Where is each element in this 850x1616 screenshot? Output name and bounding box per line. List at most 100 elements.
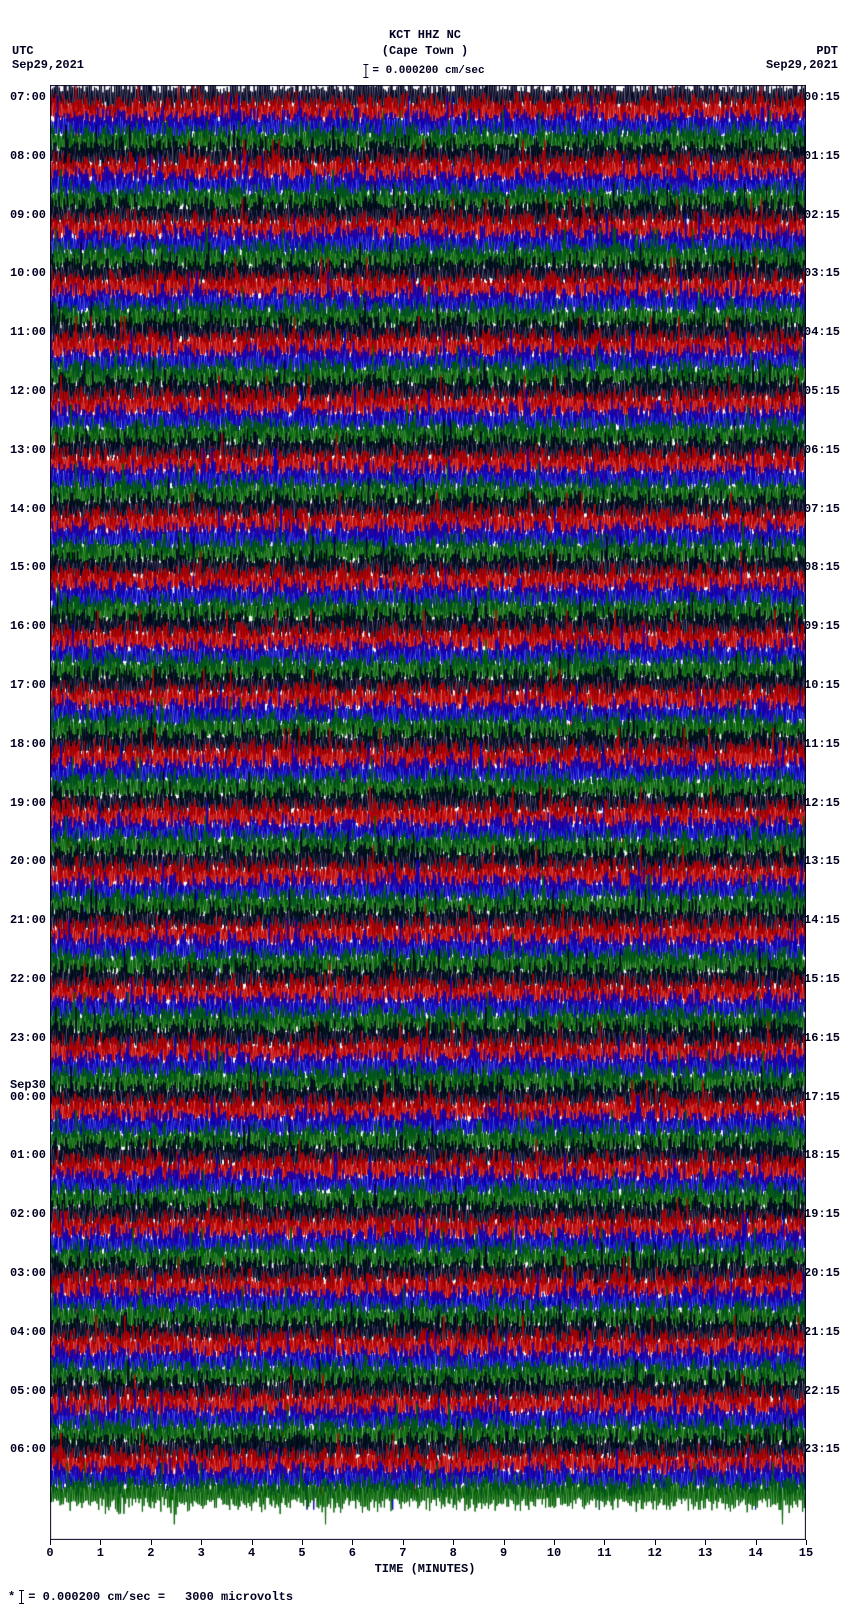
x-tick-label: 11 (597, 1546, 611, 1560)
day-break-label: Sep30 (10, 1078, 46, 1092)
x-tick-mark (756, 1540, 757, 1545)
y-left-label: 21:00 (10, 913, 46, 927)
header: UTC Sep29,2021 KCT HHZ NC (Cape Town ) =… (0, 0, 850, 85)
x-tick-label: 0 (46, 1546, 53, 1560)
x-tick-mark (252, 1540, 253, 1545)
station-location: (Cape Town ) (365, 44, 484, 58)
y-left-label: 19:00 (10, 796, 46, 810)
x-tick-mark (453, 1540, 454, 1545)
tz-left-label: UTC (12, 44, 84, 58)
y-right-label: 04:15 (804, 325, 840, 339)
x-tick-label: 5 (298, 1546, 305, 1560)
x-tick-mark (302, 1540, 303, 1545)
y-left-label: 05:00 (10, 1384, 46, 1398)
y-left-label: 03:00 (10, 1266, 46, 1280)
y-left-label: 18:00 (10, 737, 46, 751)
x-tick-label: 3 (198, 1546, 205, 1560)
y-left-label: 02:00 (10, 1207, 46, 1221)
tz-right-block: PDT Sep29,2021 (766, 44, 838, 72)
footer-text-a: = 0.000200 cm/sec = (28, 1590, 165, 1604)
y-left-label: 15:00 (10, 560, 46, 574)
tz-right-date: Sep29,2021 (766, 58, 838, 72)
y-right-label: 15:15 (804, 972, 840, 986)
y-right-label: 07:15 (804, 502, 840, 516)
x-tick-mark (705, 1540, 706, 1545)
footer-prefix: * (8, 1590, 15, 1604)
y-right-label: 21:15 (804, 1325, 840, 1339)
y-right-label: 13:15 (804, 854, 840, 868)
y-left-label: 09:00 (10, 208, 46, 222)
x-tick-mark (655, 1540, 656, 1545)
y-left-label: 12:00 (10, 384, 46, 398)
y-right-label: 18:15 (804, 1148, 840, 1162)
y-right-label: 16:15 (804, 1031, 840, 1045)
x-tick-label: 14 (748, 1546, 762, 1560)
y-right-label: 01:15 (804, 149, 840, 163)
y-right-label: 14:15 (804, 913, 840, 927)
y-left-label: 06:00 (10, 1442, 46, 1456)
x-tick-label: 4 (248, 1546, 255, 1560)
y-left-label: 00:00 (10, 1090, 46, 1104)
x-tick-label: 8 (450, 1546, 457, 1560)
y-right-label: 20:15 (804, 1266, 840, 1280)
y-left-label: 08:00 (10, 149, 46, 163)
x-tick-mark (151, 1540, 152, 1545)
x-tick-mark (201, 1540, 202, 1545)
y-right-label: 11:15 (804, 737, 840, 751)
y-right-label: 10:15 (804, 678, 840, 692)
tz-left-block: UTC Sep29,2021 (12, 44, 84, 72)
scale-bar-icon (365, 64, 366, 78)
y-right-label: 19:15 (804, 1207, 840, 1221)
y-left-label: 01:00 (10, 1148, 46, 1162)
scale-bar-text: = 0.000200 cm/sec (372, 65, 484, 77)
x-tick-mark (403, 1540, 404, 1545)
tz-right-label: PDT (766, 44, 838, 58)
x-tick-label: 13 (698, 1546, 712, 1560)
footer-text-b: 3000 microvolts (185, 1590, 293, 1604)
x-tick-label: 6 (349, 1546, 356, 1560)
y-left-label: 16:00 (10, 619, 46, 633)
y-left-label: 07:00 (10, 90, 46, 104)
y-right-label: 23:15 (804, 1442, 840, 1456)
x-tick-label: 9 (500, 1546, 507, 1560)
footer-note: * = 0.000200 cm/sec = 3000 microvolts (0, 1582, 850, 1616)
seismogram-canvas (50, 85, 806, 1540)
x-tick-mark (100, 1540, 101, 1545)
y-right-label: 22:15 (804, 1384, 840, 1398)
y-left-label: 14:00 (10, 502, 46, 516)
y-right-label: 09:15 (804, 619, 840, 633)
y-right-label: 06:15 (804, 443, 840, 457)
x-tick-mark (604, 1540, 605, 1545)
y-left-label: 17:00 (10, 678, 46, 692)
x-tick-label: 12 (648, 1546, 662, 1560)
x-axis: TIME (MINUTES) 0123456789101112131415 (0, 1540, 850, 1582)
y-right-label: 17:15 (804, 1090, 840, 1104)
helicorder-container: UTC Sep29,2021 KCT HHZ NC (Cape Town ) =… (0, 0, 850, 1616)
y-right-label: 03:15 (804, 266, 840, 280)
y-right-label: 12:15 (804, 796, 840, 810)
x-tick-label: 7 (399, 1546, 406, 1560)
station-id: KCT HHZ NC (365, 28, 484, 42)
y-right-label: 02:15 (804, 208, 840, 222)
x-tick-mark (352, 1540, 353, 1545)
y-left-label: 10:00 (10, 266, 46, 280)
y-left-label: 20:00 (10, 854, 46, 868)
y-left-label: 11:00 (10, 325, 46, 339)
helicorder-plot: 07:00 08:00 09:00 10:00 11:00 12:00 13:00 14:00… (0, 85, 850, 1540)
x-tick-mark (554, 1540, 555, 1545)
footer-scale-icon (21, 1590, 22, 1604)
y-left-label: 13:00 (10, 443, 46, 457)
x-tick-mark (806, 1540, 807, 1545)
tz-left-date: Sep29,2021 (12, 58, 84, 72)
title-block: KCT HHZ NC (Cape Town ) = 0.000200 cm/se… (365, 28, 484, 78)
y-left-label: 22:00 (10, 972, 46, 986)
y-left-label: 23:00 (10, 1031, 46, 1045)
y-right-label: 08:15 (804, 560, 840, 574)
x-tick-label: 10 (547, 1546, 561, 1560)
y-right-label: 05:15 (804, 384, 840, 398)
x-tick-label: 1 (97, 1546, 104, 1560)
y-left-label: 04:00 (10, 1325, 46, 1339)
x-tick-mark (50, 1540, 51, 1545)
x-tick-mark (504, 1540, 505, 1545)
y-right-label: 00:15 (804, 90, 840, 104)
